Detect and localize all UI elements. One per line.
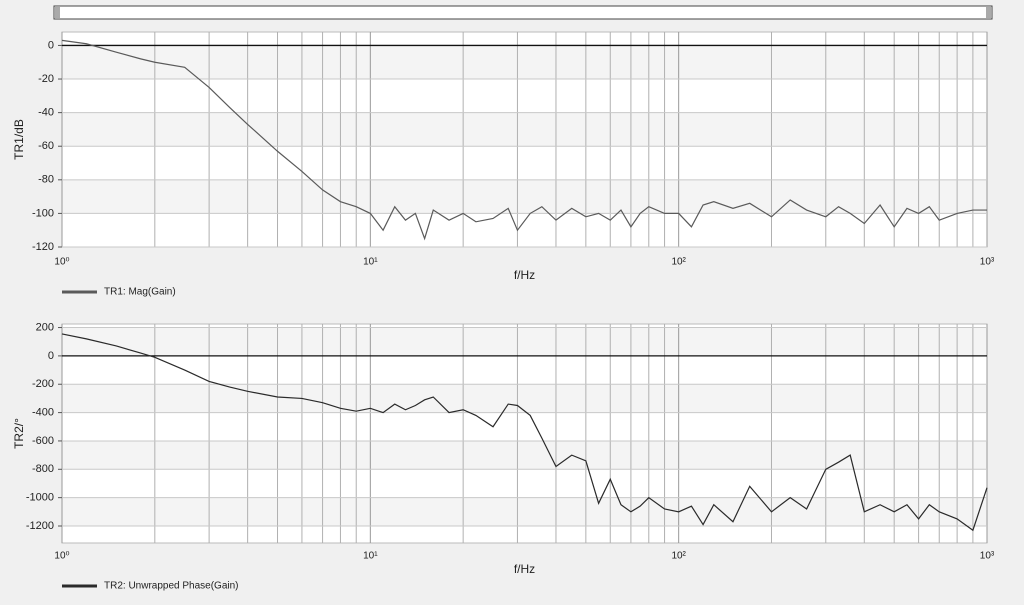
y-tick-label: -120 <box>32 241 54 253</box>
legend-label: TR2: Unwrapped Phase(Gain) <box>104 581 239 592</box>
x-tick-label: 10³ <box>980 551 995 562</box>
y-tick-label: -1200 <box>26 520 54 532</box>
y-tick-label: -40 <box>38 107 54 119</box>
grid-band <box>62 45 987 80</box>
x-axis-label: f/Hz <box>514 268 535 282</box>
grid-band <box>62 497 987 526</box>
y-tick-label: 0 <box>48 39 54 51</box>
x-tick-label: 10⁰ <box>54 551 69 562</box>
data-line <box>61 333 988 532</box>
y-tick-label: -100 <box>32 207 54 219</box>
x-axis-label: f/Hz <box>514 562 535 576</box>
y-tick-label: -200 <box>32 378 54 390</box>
y-tick-label: -60 <box>38 140 54 152</box>
y-tick-label: -80 <box>38 174 54 186</box>
y-axis-label: TR2/° <box>12 418 26 449</box>
y-tick-label: -600 <box>32 435 54 447</box>
x-tick-label: 10¹ <box>363 551 378 562</box>
grid-band <box>62 327 987 356</box>
y-tick-label: -800 <box>32 463 54 475</box>
grid-band <box>62 384 987 413</box>
y-tick-label: 0 <box>48 350 54 362</box>
grid-band <box>62 440 987 470</box>
y-tick-label: -1000 <box>26 492 54 504</box>
range-slider[interactable] <box>53 5 993 20</box>
y-tick-label: -20 <box>38 73 54 85</box>
y-tick-label: 200 <box>36 321 54 333</box>
y-tick-label: -400 <box>32 406 54 418</box>
grid-band <box>62 179 987 214</box>
slider-handle-left[interactable] <box>55 7 60 18</box>
x-tick-label: 10¹ <box>363 257 378 268</box>
legend-label: TR1: Mag(Gain) <box>104 287 176 298</box>
x-tick-label: 10³ <box>980 257 995 268</box>
grid-band <box>62 112 987 147</box>
data-line <box>61 39 987 241</box>
y-axis-label: TR1/dB <box>12 119 26 160</box>
slider-handle-right[interactable] <box>986 7 991 18</box>
x-tick-label: 10⁰ <box>54 257 69 268</box>
x-tick-label: 10² <box>671 551 686 562</box>
x-tick-label: 10² <box>671 257 686 268</box>
